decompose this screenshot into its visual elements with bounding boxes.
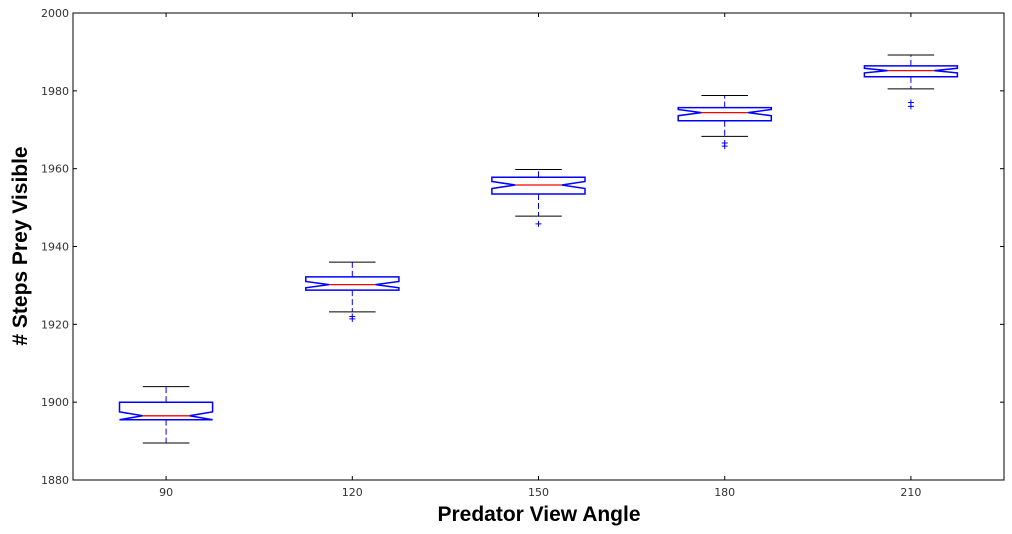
box-120 — [305, 261, 400, 322]
y-axis: 1880 1900 1920 1940 1960 1980 2000 — [41, 7, 1004, 487]
y-tick-label: 1880 — [41, 474, 69, 487]
outlier-marker — [907, 103, 914, 110]
y-tick-label: 1960 — [41, 163, 69, 176]
box-body — [677, 106, 773, 122]
x-axis: 90 120 150 180 210 — [159, 13, 921, 499]
y-tick-label: 1940 — [41, 241, 69, 254]
y-tick-label: 1980 — [41, 85, 69, 98]
x-axis-title: Predator View Angle — [437, 503, 640, 526]
box-90 — [118, 386, 214, 444]
y-tick-label: 1900 — [41, 396, 69, 409]
box-body — [863, 65, 959, 78]
y-tick-label: 2000 — [41, 7, 69, 20]
box-body — [305, 276, 400, 291]
outlier-marker — [349, 315, 356, 322]
box-180 — [677, 95, 773, 150]
x-tick-label: 90 — [159, 486, 173, 499]
x-tick-label: 180 — [714, 486, 735, 499]
y-tick-label: 1920 — [41, 318, 69, 331]
box-body — [118, 401, 214, 421]
x-tick-label: 210 — [900, 486, 921, 499]
outlier-marker — [721, 143, 728, 150]
plot-area — [72, 12, 1005, 481]
y-axis-title: # Steps Prey Visible — [9, 146, 32, 345]
box-150 — [491, 168, 586, 227]
box-series — [118, 54, 959, 444]
box-body — [491, 176, 586, 195]
box-210 — [863, 54, 959, 110]
x-tick-label: 150 — [528, 486, 549, 499]
x-tick-label: 120 — [342, 486, 363, 499]
outlier-marker — [535, 220, 542, 227]
